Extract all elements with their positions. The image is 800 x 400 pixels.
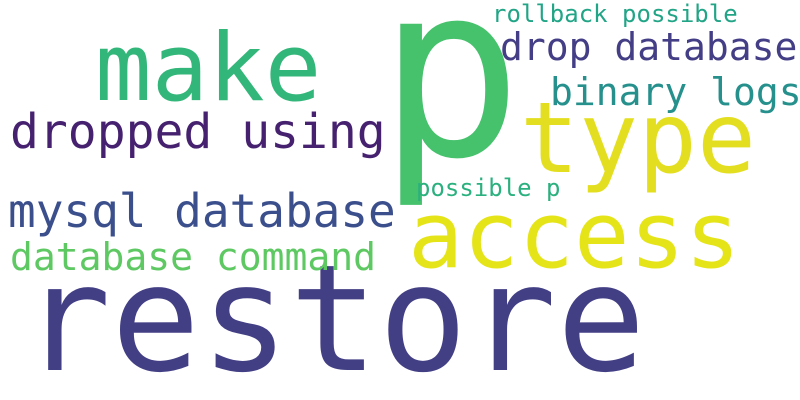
word-database-command: database command <box>10 235 377 279</box>
word-rollback-possible: rollback possible <box>492 0 738 28</box>
word-possible-p: possible p <box>416 174 561 202</box>
word-access: access <box>408 182 741 289</box>
word-mysql-database: mysql database <box>8 184 396 238</box>
word-drop-database: drop database <box>500 25 798 69</box>
word-binary-logs: binary logs <box>550 70 800 114</box>
word-make: make <box>95 14 322 123</box>
word-p: p <box>378 0 523 212</box>
word-type: type <box>520 82 757 196</box>
word-dropped-using: dropped using <box>10 104 386 160</box>
word-restore: restore <box>22 233 646 400</box>
